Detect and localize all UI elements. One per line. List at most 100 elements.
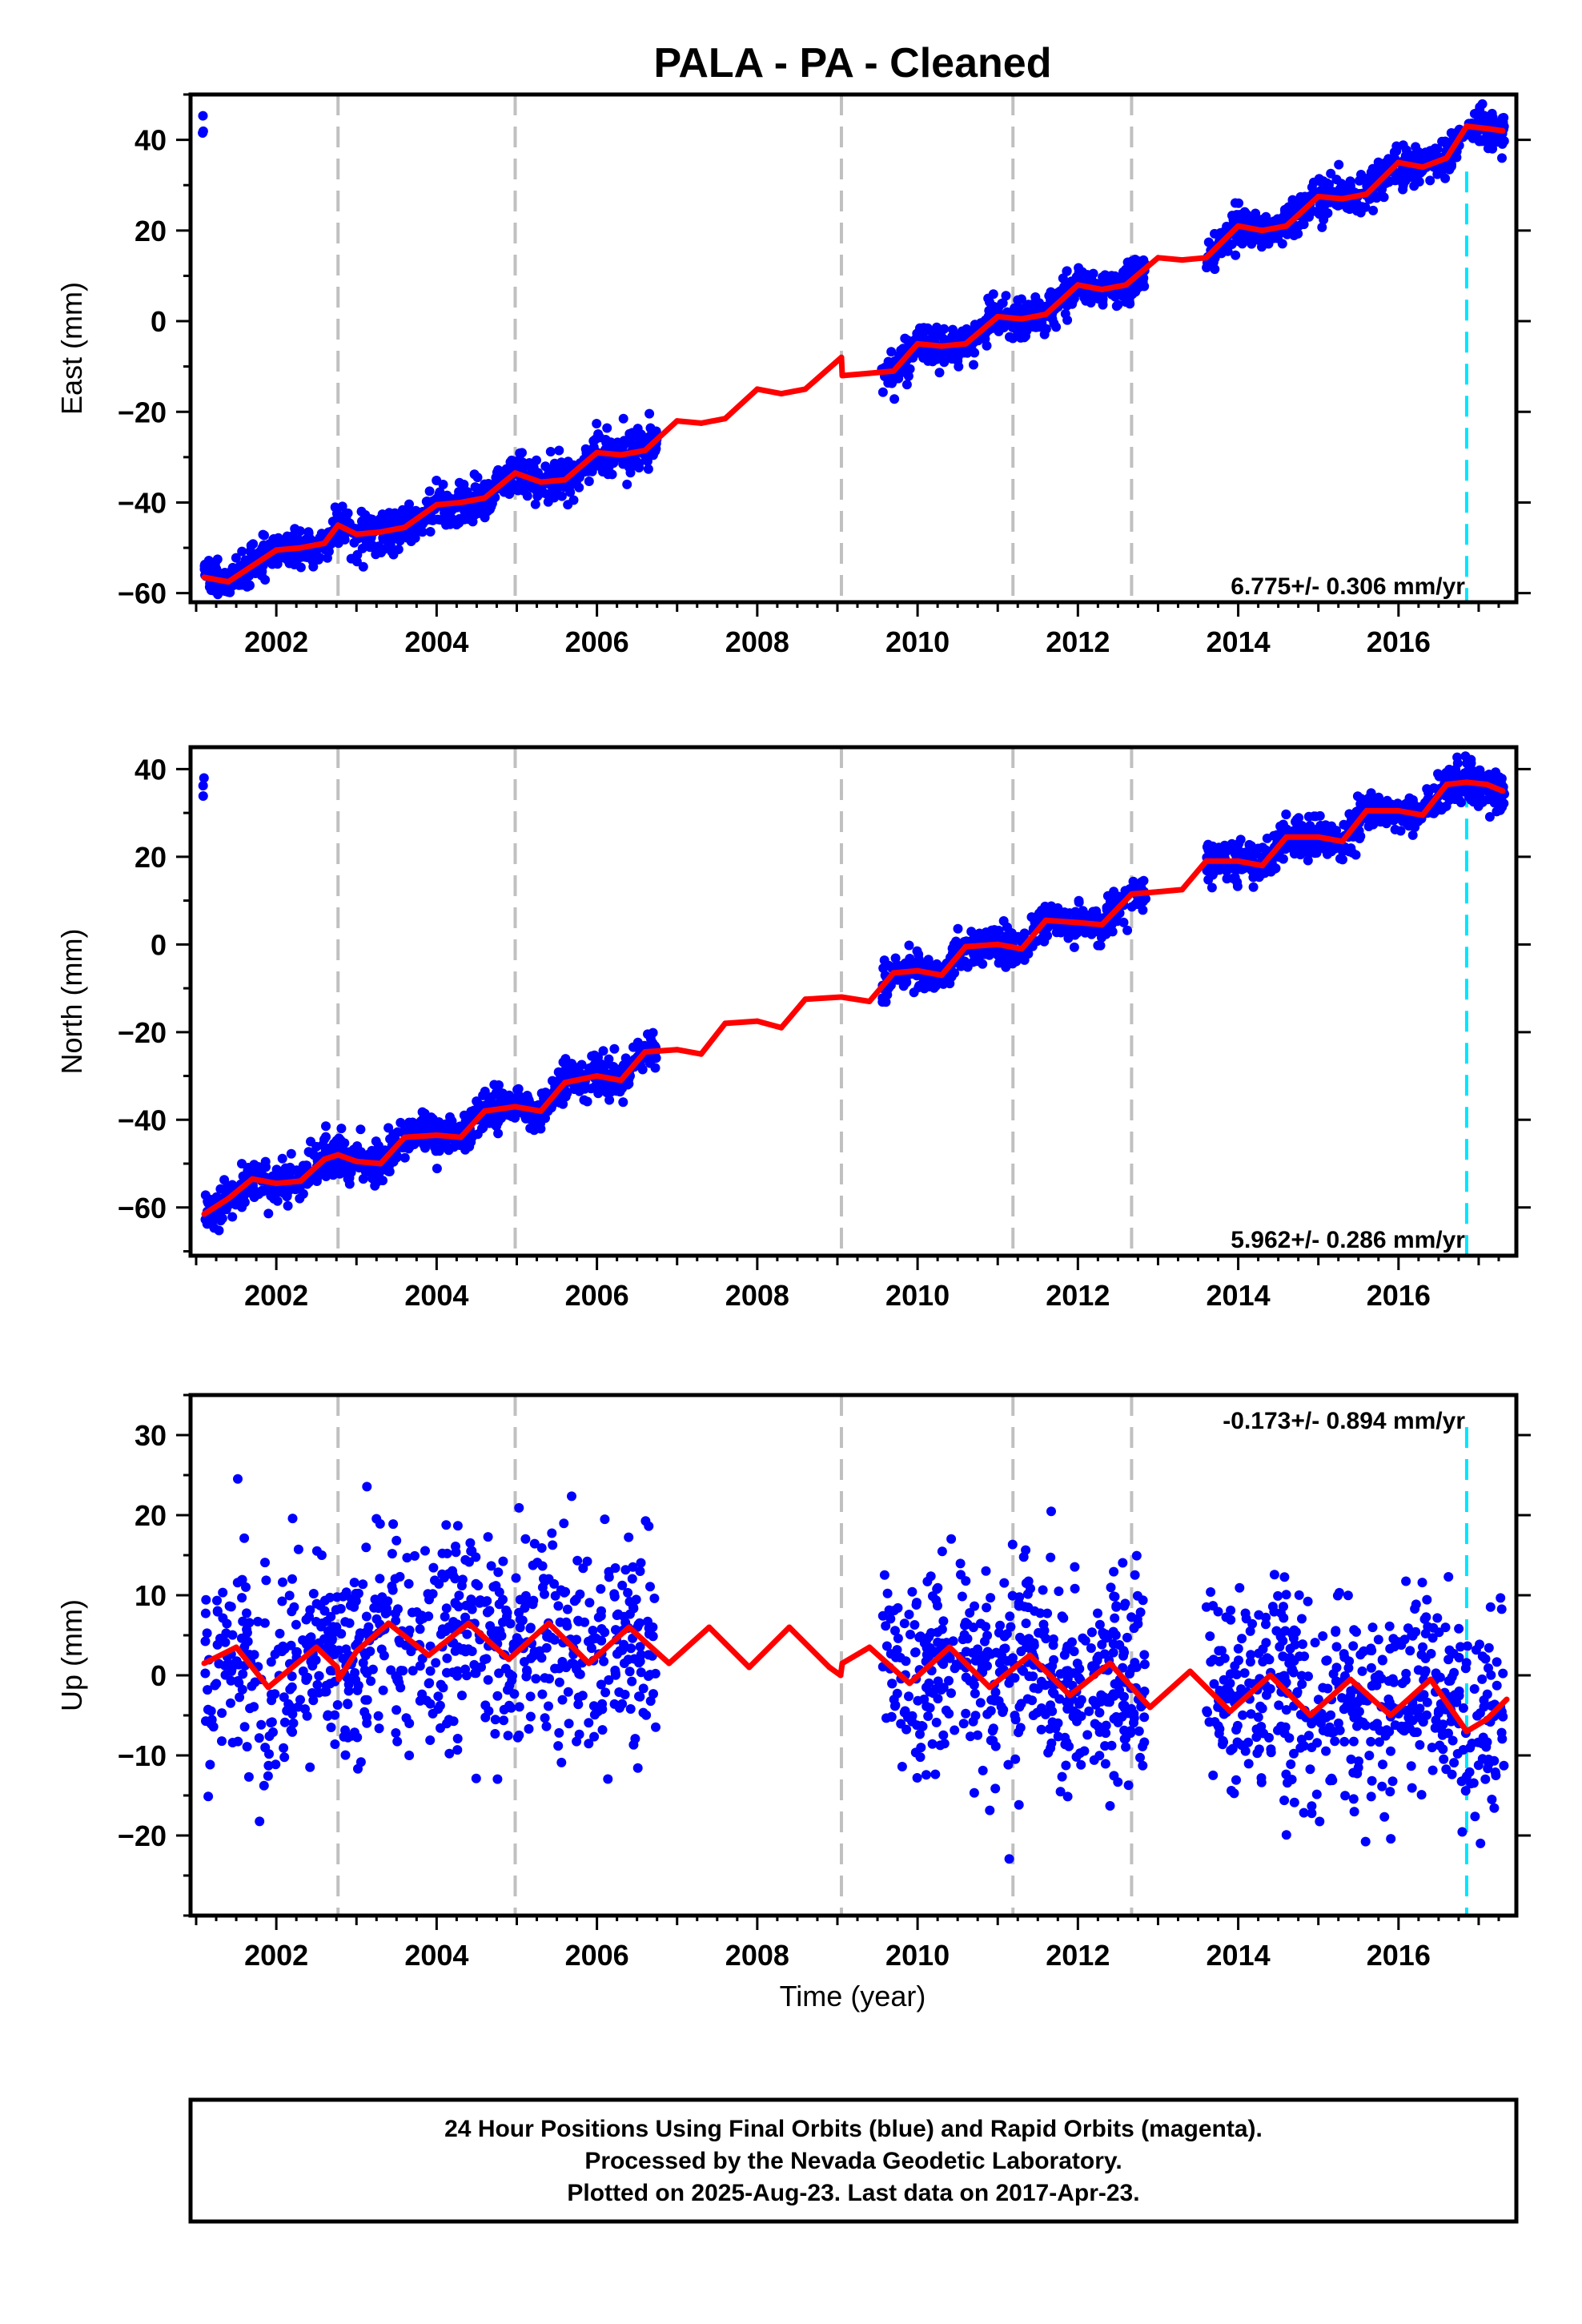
north-obs-point: [1010, 931, 1021, 942]
east-obs-point: [902, 335, 913, 345]
up-obs-point: [492, 1774, 503, 1784]
east-obs-point: [938, 353, 949, 364]
up-obs-point: [635, 1566, 645, 1576]
north-model-point-3: [273, 1180, 279, 1187]
north-obs-point: [553, 1067, 564, 1077]
east-obs-point: [290, 524, 300, 534]
east-obs-point: [1319, 211, 1329, 222]
north-obs-point: [993, 934, 1002, 944]
east-obs-point: [303, 527, 314, 537]
up-obs-point: [1084, 1706, 1094, 1716]
north-obs-point: [1246, 841, 1256, 851]
north-model-point-51: [1500, 788, 1506, 794]
north-obs-point: [358, 1174, 368, 1184]
north-xtick-label: 2006: [565, 1279, 629, 1312]
east-obs-point: [998, 298, 1008, 308]
east-model-point-38: [1155, 255, 1161, 261]
north-obs-point: [404, 1117, 414, 1128]
north-model-point-46: [1395, 807, 1402, 814]
east-obs-point: [1488, 130, 1498, 140]
up-obs-point: [259, 1780, 269, 1791]
north-obs-point: [1392, 798, 1403, 809]
north-obs-point: [898, 981, 909, 991]
north-obs-point: [227, 1180, 238, 1190]
east-obs-point: [1432, 144, 1443, 154]
north-obs-point: [651, 1053, 661, 1063]
east-obs-point: [970, 348, 980, 358]
east-obs-point: [566, 480, 576, 490]
north-obs-point: [1133, 896, 1142, 907]
east-obs-point: [1139, 281, 1150, 292]
north-obs-point: [364, 1167, 375, 1177]
north-obs-point: [1074, 897, 1084, 907]
east-model-point-14: [538, 479, 544, 485]
north-model-point-45: [1363, 807, 1370, 814]
up-obs-point: [1343, 1590, 1353, 1601]
north-obs-point: [1315, 810, 1325, 821]
east-obs-point: [593, 429, 604, 439]
north-obs-point: [569, 1084, 580, 1095]
east-obs-point: [545, 447, 556, 456]
east-obs-point: [1425, 175, 1435, 186]
north-obs-point: [215, 1216, 226, 1226]
up-obs-point: [1086, 1643, 1096, 1653]
east-obs-point: [889, 394, 900, 404]
up-obs-point: [1454, 1623, 1464, 1634]
up-obs-point: [366, 1676, 376, 1687]
east-obs-point: [1411, 142, 1421, 152]
north-obs-point: [523, 1092, 533, 1103]
east-obs-point: [1476, 135, 1487, 145]
north-obs-point: [1318, 838, 1328, 849]
north-model-point-0: [201, 1211, 207, 1217]
east-obs-point: [357, 517, 367, 526]
east-obs-point: [301, 534, 311, 545]
north-obs-point: [468, 1132, 478, 1142]
east-model-point-34: [1042, 312, 1049, 317]
north-model-point-36: [1128, 891, 1134, 897]
east-obs-point: [592, 419, 602, 428]
north-model-point-38: [1179, 887, 1185, 893]
north-obs-point: [355, 1124, 366, 1135]
up-obs-point: [461, 1671, 472, 1681]
up-obs-point: [1297, 1679, 1307, 1689]
up-obs-point: [975, 1698, 986, 1708]
east-model-point-32: [994, 313, 1001, 320]
up-obs-point: [1123, 1780, 1134, 1791]
north-obs-point: [637, 1064, 648, 1075]
up-obs-point: [1427, 1633, 1438, 1643]
north-obs-point: [1237, 847, 1247, 858]
up-obs-point: [877, 1610, 888, 1621]
north-model-point-37: [1155, 889, 1161, 895]
east-model-point-41: [1235, 223, 1242, 229]
north-obs-point: [504, 1093, 515, 1104]
up-obs-point: [305, 1762, 315, 1772]
up-obs-point: [557, 1695, 568, 1705]
north-obs-point: [400, 1152, 410, 1163]
north-obs-point: [1247, 865, 1257, 875]
up-obs-point: [1105, 1801, 1115, 1811]
east-obs-point: [604, 438, 614, 448]
up-obs-point: [1318, 1683, 1328, 1693]
north-obs-point: [1488, 794, 1499, 805]
north-obs-point: [339, 1138, 350, 1148]
north-obs-point: [1404, 793, 1415, 803]
north-y-axis-label: North (mm): [55, 929, 88, 1075]
north-obs-point: [1235, 834, 1246, 845]
east-obs-point: [958, 328, 969, 337]
north-model-point-42: [1283, 834, 1290, 840]
north-ytick-label: −40: [118, 1104, 167, 1136]
east-obs-point: [337, 501, 347, 512]
east-obs-point: [358, 561, 368, 572]
north-obs-point: [1409, 801, 1419, 811]
east-obs-point: [259, 540, 269, 550]
north-obs-point: [960, 956, 970, 967]
north-obs-point: [1038, 933, 1047, 943]
up-obs-point: [1499, 1760, 1509, 1771]
north-obs-point: [1006, 952, 1017, 962]
east-obs-point: [1287, 198, 1298, 208]
east-obs-point: [619, 436, 629, 446]
up-obs-point: [1295, 1743, 1306, 1753]
east-xtick-label: 2010: [885, 625, 950, 658]
up-obs-point: [259, 1618, 270, 1628]
up-obs-point: [589, 1731, 600, 1742]
